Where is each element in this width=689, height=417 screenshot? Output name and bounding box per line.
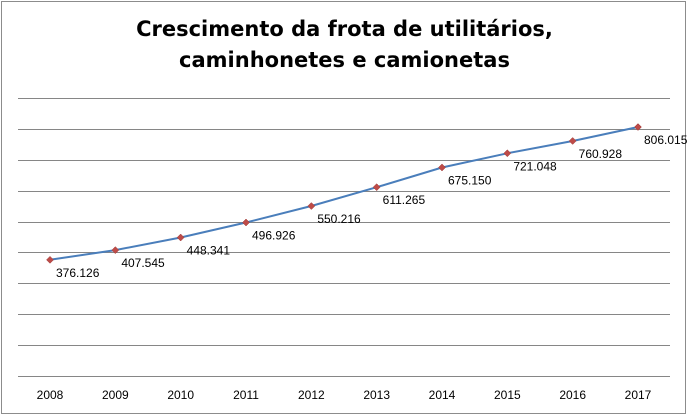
x-tick-label: 2016 — [559, 388, 586, 402]
data-label: 496.926 — [252, 229, 296, 243]
data-label: 806.015 — [644, 133, 688, 147]
chart-title: Crescimento da frota de utilitários, cam… — [0, 14, 689, 76]
data-point — [176, 233, 185, 242]
x-tick-label: 2011 — [233, 388, 259, 402]
x-tick-label: 2008 — [37, 388, 64, 402]
data-point — [568, 137, 577, 145]
data-label: 407.545 — [121, 256, 165, 270]
data-label: 675.150 — [448, 173, 492, 187]
x-tick-label: 2009 — [102, 388, 129, 402]
x-tick-label: 2010 — [167, 388, 194, 402]
data-point — [46, 255, 54, 264]
data-point — [438, 163, 446, 172]
x-tick-label: 2012 — [298, 388, 325, 402]
data-label: 611.265 — [383, 193, 426, 207]
data-point — [503, 149, 512, 158]
data-label: 376.126 — [56, 266, 100, 280]
x-tick-label: 2013 — [363, 388, 390, 402]
chart-title-line-1: Crescimento da frota de utilitários, — [136, 17, 553, 41]
data-point — [242, 218, 250, 227]
data-point — [372, 183, 381, 192]
chart-title-line-2: caminhonetes e camionetas — [179, 48, 510, 72]
series-line — [49, 126, 639, 261]
data-label: 721.048 — [513, 159, 557, 173]
data-label: 550.216 — [317, 212, 361, 226]
data-point — [307, 202, 316, 210]
data-label: 760.928 — [579, 147, 623, 161]
x-tick-label: 2015 — [494, 388, 521, 402]
data-point — [634, 123, 642, 131]
x-tick-label: 2017 — [625, 388, 652, 402]
data-point — [111, 246, 120, 254]
x-tick-label: 2014 — [429, 388, 456, 402]
data-label: 448.341 — [187, 244, 231, 258]
